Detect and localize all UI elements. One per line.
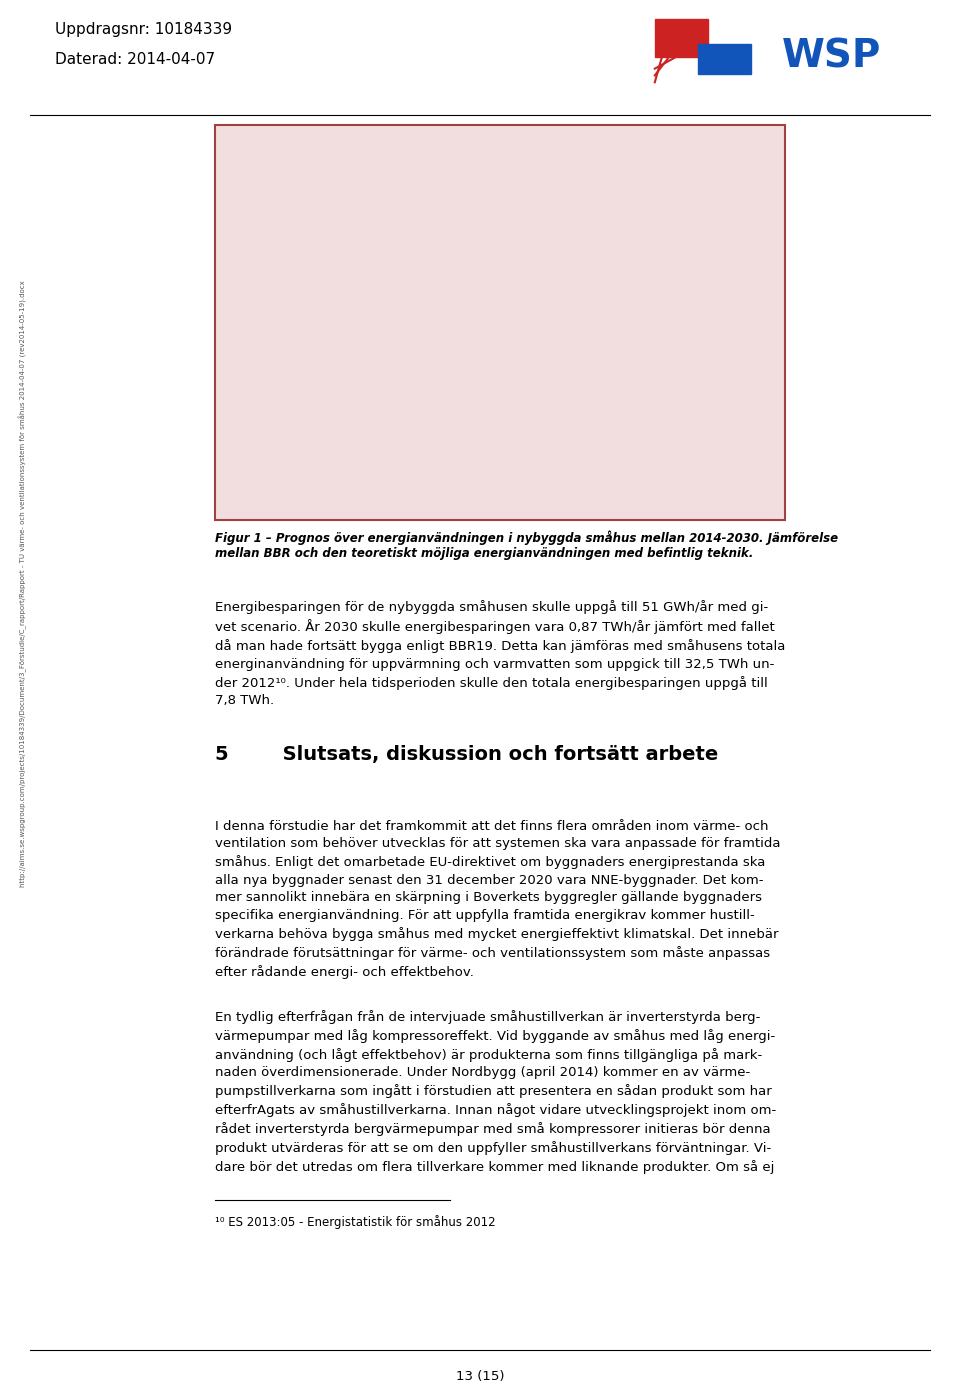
Line: Teoretisk energianvändning: Teoretisk energianvändning — [271, 327, 756, 440]
BBR — [608, 233, 619, 249]
BBR — [664, 199, 676, 216]
Text: ¹⁰ ES 2013:05 - Energistatistik för småhus 2012: ¹⁰ ES 2013:05 - Energistatistik för småh… — [215, 1215, 495, 1229]
Text: Teoretisk energianvändning: Teoretisk energianvändning — [563, 464, 748, 476]
Teoretisk energianvändning — [750, 318, 761, 335]
BBR — [493, 299, 505, 316]
BBR — [750, 149, 761, 166]
Teoretisk energianvändning — [636, 339, 647, 356]
BBR — [350, 382, 362, 399]
Title: Energianvändning i nybyggda småhus, prognos: Energianvändning i nybyggda småhus, prog… — [312, 131, 743, 149]
Text: http://aims.se.wspgroup.com/projects/10184339/Document/3_Förstudie/C_rapport/Rap: http://aims.se.wspgroup.com/projects/101… — [18, 281, 27, 887]
Teoretisk energianvändning — [608, 347, 619, 364]
Teoretisk energianvändning — [408, 401, 420, 418]
BBR — [521, 282, 533, 299]
BBR — [465, 316, 476, 332]
BBR — [693, 183, 705, 199]
Teoretisk energianvändning — [436, 394, 447, 411]
BBR — [550, 266, 562, 282]
Text: Figur 1 – Prognos över energianvändningen i nybyggda småhus mellan 2014-2030. Jä: Figur 1 – Prognos över energianvändninge… — [215, 530, 838, 559]
Text: Energibesparingen för de nybyggda småhusen skulle uppgå till 51 GWh/år med gi-
v: Energibesparingen för de nybyggda småhus… — [215, 601, 785, 707]
Teoretisk energianvändning — [493, 378, 505, 394]
Text: Uppdragsnr: 10184339: Uppdragsnr: 10184339 — [55, 22, 232, 37]
Text: I denna förstudie har det framkommit att det finns flera områden inom värme- och: I denna förstudie har det framkommit att… — [215, 819, 780, 978]
Line: BBR: BBR — [271, 158, 756, 440]
Teoretisk energianvändning — [664, 332, 676, 349]
Teoretisk energianvändning — [294, 424, 305, 440]
Teoretisk energianvändning — [379, 408, 391, 425]
Teoretisk energianvändning — [322, 418, 333, 435]
BBR — [579, 249, 590, 266]
Y-axis label: TWh/år: TWh/år — [235, 275, 248, 324]
Text: Daterad: 2014-04-07: Daterad: 2014-04-07 — [55, 53, 215, 66]
Text: En tydlig efterfrågan från de intervjuade småhustillverkan är inverterstyrda ber: En tydlig efterfrågan från de intervjuad… — [215, 1010, 777, 1174]
Text: 13 (15): 13 (15) — [456, 1370, 504, 1383]
BBR — [294, 415, 305, 432]
Teoretisk energianvändning — [350, 414, 362, 430]
Teoretisk energianvändning — [722, 322, 733, 339]
BBR — [265, 432, 276, 448]
Text: BBR: BBR — [426, 464, 453, 476]
Teoretisk energianvändning — [521, 371, 533, 388]
Text: WSP: WSP — [782, 37, 881, 76]
BBR — [722, 166, 733, 183]
Teoretisk energianvändning — [265, 432, 276, 448]
Text: 5        Slutsats, diskussion och fortsätt arbete: 5 Slutsats, diskussion och fortsätt arbe… — [215, 745, 718, 764]
BBR — [322, 399, 333, 415]
BBR — [408, 349, 420, 365]
BBR — [379, 365, 391, 382]
BBR — [436, 332, 447, 349]
Teoretisk energianvändning — [550, 363, 562, 379]
Teoretisk energianvändning — [693, 328, 705, 345]
BBR — [636, 216, 647, 233]
Teoretisk energianvändning — [465, 386, 476, 403]
Teoretisk energianvändning — [579, 354, 590, 371]
